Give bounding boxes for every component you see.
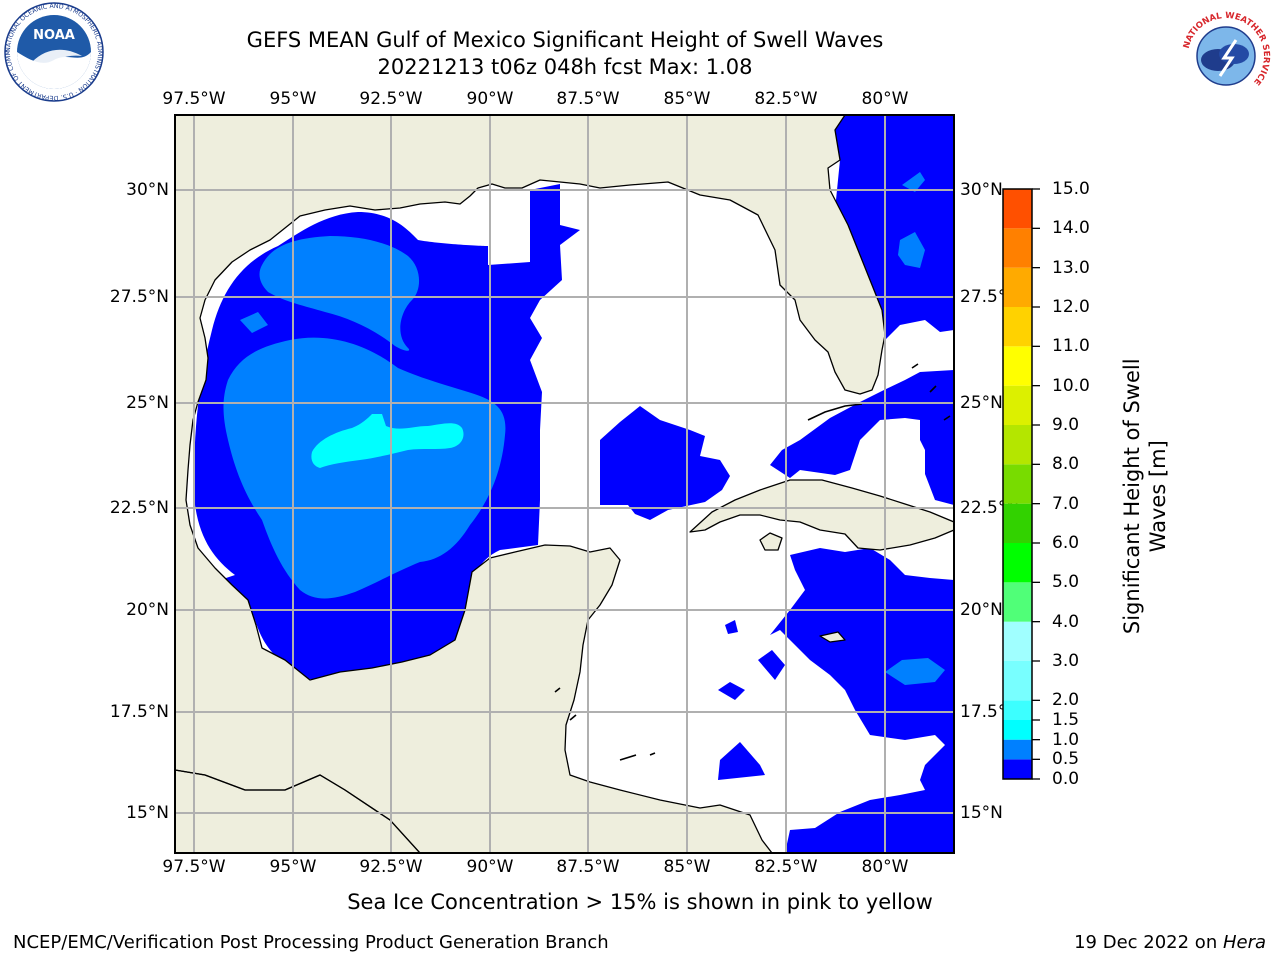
colorbar-label: 8.0 [1052, 454, 1080, 475]
colorbar-label: 14.0 [1052, 218, 1090, 239]
colorbar-label: 9.0 [1052, 415, 1080, 435]
gulf-swell-high [311, 414, 464, 468]
atlantic-swell-mid [898, 232, 925, 268]
colorbar-swatch [1003, 346, 1032, 386]
latitude-label-left: 15°N [126, 803, 169, 823]
colorbar-swatch [1003, 543, 1032, 583]
colorbar-swatch [1003, 700, 1032, 720]
colorbar-label: 11.0 [1052, 336, 1090, 357]
latitude-label-left: 25°N [126, 393, 169, 413]
colorbar-label: 6.0 [1052, 533, 1080, 553]
gulf-swell-mid-3 [240, 312, 268, 333]
footer-host: Hera [1222, 932, 1266, 953]
colorbar-label: 13.0 [1052, 257, 1090, 278]
colorbar-label: 3.0 [1052, 651, 1080, 671]
latitude-label-right: 25°N [960, 393, 1003, 413]
longitude-label-bottom: 90°W [466, 857, 514, 877]
bahamas-islands [911, 363, 951, 421]
nws-logo: NATIONAL WEATHER SERVICE [1176, 10, 1276, 104]
honduras-islands [619, 752, 656, 761]
colorbar-swatch [1003, 621, 1032, 661]
longitude-label-bottom: 82.5°W [754, 857, 818, 877]
caribbean-swell-patch-2 [718, 682, 745, 700]
colorbar-label: 1.0 [1052, 729, 1080, 750]
gulf-swell-mid-2 [259, 236, 420, 351]
caribbean-swell-patch-1 [718, 742, 765, 780]
colorbar-label: 5.0 [1052, 572, 1080, 593]
sea-ice-note: Sea Ice Concentration > 15% is shown in … [347, 890, 933, 914]
colorbar-label: 0.0 [1052, 769, 1080, 789]
longitude-label-bottom: 92.5°W [359, 857, 423, 877]
colorbar-swatch [1003, 228, 1032, 268]
longitude-label-bottom: 85°W [663, 857, 711, 877]
colorbar-swatch [1003, 425, 1032, 465]
colorbar-swatch [1003, 189, 1032, 229]
longitude-label-top: 85°W [663, 89, 711, 109]
longitude-label-top: 90°W [466, 89, 514, 109]
latitude-label-right: 30°N [960, 180, 1003, 200]
noaa-logo: NATIONAL OCEANIC AND ATMOSPHERIC ADMINIS… [0, 0, 106, 106]
jamaica [819, 631, 846, 643]
caribbean-swell-east-mid [885, 658, 945, 685]
yucatan-islands [554, 687, 577, 721]
noaa-text: NOAA [33, 28, 75, 43]
atlantic-swell-mid-2 [902, 172, 925, 192]
cuba [689, 479, 954, 551]
colorbar-swatch [1003, 582, 1032, 622]
colorbar-swatch [1003, 307, 1032, 347]
footer-date: 19 Dec 2022 on [1074, 932, 1223, 953]
colorbar-title: Significant Height of Swell Waves [m] [1119, 351, 1172, 641]
colorbar-label: 10.0 [1052, 375, 1090, 396]
colorbar-swatch [1003, 759, 1032, 779]
colorbar-label: 2.0 [1052, 690, 1080, 711]
colorbar-label: 7.0 [1052, 493, 1080, 514]
footer-left: NCEP/EMC/Verification Post Processing Pr… [13, 932, 609, 953]
colorbar-label: 0.5 [1052, 749, 1080, 770]
graticule [175, 115, 954, 853]
colorbar-label: 12.0 [1052, 297, 1090, 317]
colorbar-label: 4.0 [1052, 611, 1080, 632]
longitude-label-bottom: 80°W [861, 857, 909, 877]
colorbar [1002, 188, 1040, 780]
latitude-label-right: 15°N [960, 803, 1003, 823]
colorbar-swatch [1003, 739, 1032, 760]
colorbar-swatch [1003, 503, 1032, 543]
longitude-label-top: 80°W [861, 89, 909, 109]
colorbar-swatch [1003, 464, 1032, 504]
longitude-label-top: 87.5°W [556, 89, 620, 109]
colorbar-title-line2: Waves [m] [1146, 440, 1170, 553]
latitude-label-left: 22.5°N [109, 498, 169, 518]
colorbar-title-line1: Significant Height of Swell [1119, 358, 1144, 635]
map-frame [174, 114, 955, 854]
latitude-label-left: 20°N [126, 600, 169, 620]
isla-de-la-juventud [759, 532, 783, 551]
colorbar-swatch [1003, 267, 1032, 307]
caribbean-swell-patch-3 [758, 650, 785, 680]
longitude-label-bottom: 97.5°W [162, 857, 226, 877]
latitude-label-left: 27.5°N [109, 287, 169, 307]
colorbar-swatch [1003, 385, 1032, 425]
longitude-label-bottom: 95°W [269, 857, 317, 877]
colorbar-label: 1.5 [1052, 710, 1080, 730]
pacific-coast [175, 769, 421, 853]
florida-keys [807, 403, 863, 421]
map-subtitle: 20221213 t06z 048h fcst Max: 1.08 [377, 55, 753, 79]
longitude-label-top: 95°W [269, 89, 317, 109]
latitude-label-right: 20°N [960, 600, 1003, 620]
longitude-label-top: 82.5°W [754, 89, 818, 109]
colorbar-label: 15.0 [1052, 179, 1090, 199]
longitude-label-top: 97.5°W [162, 89, 226, 109]
longitude-label-top: 92.5°W [359, 89, 423, 109]
longitude-label-bottom: 87.5°W [556, 857, 620, 877]
latitude-label-left: 17.5°N [109, 702, 169, 722]
colorbar-swatch [1003, 720, 1032, 740]
caribbean-swell-south [785, 760, 954, 853]
colorbar-swatch [1003, 661, 1032, 701]
footer-right: 19 Dec 2022 on Hera [1074, 932, 1266, 953]
caribbean-swell-patch-4 [725, 620, 738, 634]
yucatan-channel-swell [600, 406, 730, 520]
latitude-label-left: 30°N [126, 180, 169, 200]
map-title: GEFS MEAN Gulf of Mexico Significant Hei… [246, 28, 884, 52]
